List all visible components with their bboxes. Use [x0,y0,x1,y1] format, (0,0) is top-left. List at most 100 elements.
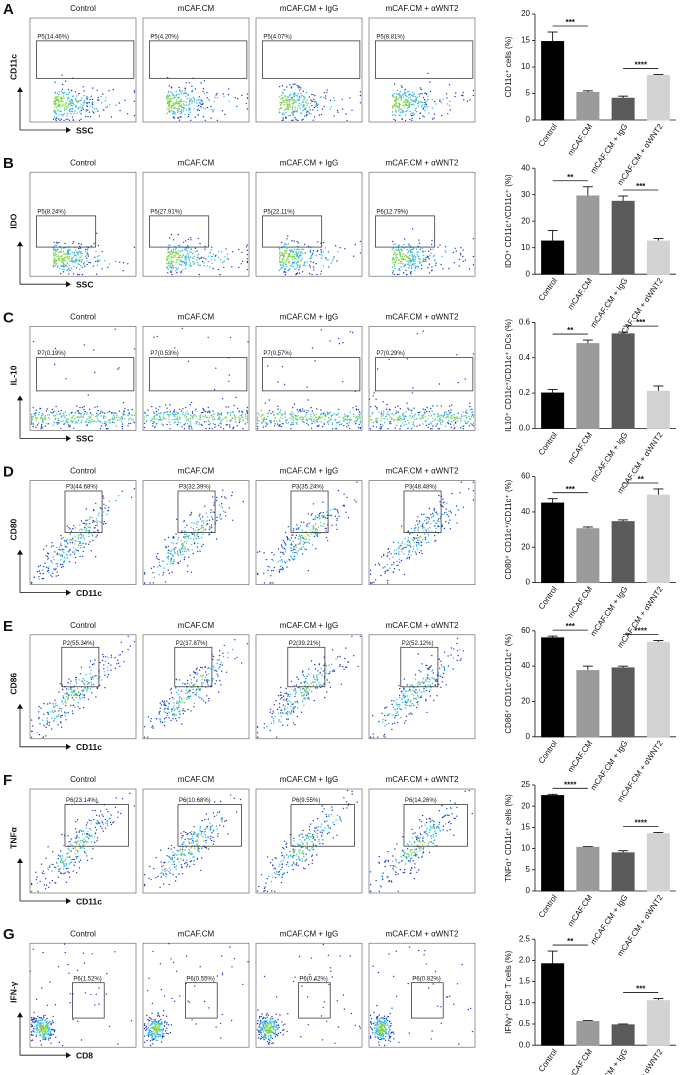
flow-dot [441,115,442,116]
flow-dot [294,256,295,257]
flow-dot [168,558,169,559]
flow-dot [299,273,300,274]
flow-dot [186,550,187,551]
flow-dot [298,251,299,252]
gate-label: P7(0.29%) [376,351,404,357]
flow-dot [381,414,382,415]
flow-dot [107,412,108,413]
flow-dot [412,539,413,540]
flow-dot [359,424,360,425]
flow-dot [49,702,50,703]
flow-dot [74,252,75,253]
flow-dot [213,505,214,506]
flow-dot [91,96,92,97]
flow-dot [448,268,449,269]
flow-dot [395,101,396,102]
flow-dot [150,420,151,421]
flow-dot [69,539,70,540]
flow-dot [401,543,402,544]
flow-dot [210,106,211,107]
flow-dot [279,254,280,255]
flow-dot [174,118,175,119]
flow-dot [421,545,422,546]
flow-dot [154,418,155,419]
flow-dot [317,250,318,251]
flow-dot [206,674,207,675]
flow-dot [370,419,371,420]
flow-dot [419,96,420,97]
flow-dot [83,263,84,264]
flow-dot [293,266,294,267]
flow-dot [305,536,306,537]
flow-dot [420,537,421,538]
flow-dot [299,255,300,256]
flow-dot [77,688,78,689]
flow-dot [85,256,86,257]
flow-dot [420,526,421,527]
flow-dot [75,695,76,696]
flow-dot [423,523,424,524]
flow-dot [199,422,200,423]
flow-dot [430,428,431,429]
flow-dot [127,415,128,416]
flow-dot [56,103,57,104]
flow-dot [53,706,54,707]
flow-dot [213,253,214,254]
flow-dot [299,253,300,254]
flow-dot [43,414,44,415]
flow-dot [176,720,177,721]
flow-dot [449,520,450,521]
flow-dot [269,566,270,567]
flow-dot [76,697,77,698]
flow-dot [169,95,170,96]
flow-dot [201,424,202,425]
flow-dot [302,535,303,536]
flow-dot [147,409,148,410]
flow-dot [59,546,60,547]
flow-dot [320,518,321,519]
flow-dot [435,525,436,526]
flow-dot [412,416,413,417]
flow-dot [82,274,83,275]
flow-dot [324,419,325,420]
flow-dot [419,93,420,94]
flow-dot [70,681,71,682]
flow-dot [57,724,58,725]
flow-dot [92,421,93,422]
flow-dot [345,419,346,420]
flow-dot [446,97,447,98]
flow-dot [68,712,69,713]
flow-dot [283,93,284,94]
flow-dot [87,520,88,521]
flow-dot [330,419,331,420]
flow-dot [196,538,197,539]
flow-dot [391,417,392,418]
flow-dot [79,417,80,418]
flow-dot [416,266,417,267]
flow-dot [224,645,225,646]
bar [612,334,634,429]
flow-dot [181,112,182,113]
flow-dot [72,116,73,117]
flow-dot [198,529,199,530]
flow-dot [401,95,402,96]
flow-dot [53,720,54,721]
flow-dot [106,421,107,422]
flow-dot [66,253,67,254]
flow-dot [382,425,383,426]
flow-dot [205,411,206,412]
flow-dot [307,542,308,543]
flow-dot [91,684,92,685]
flow-dot [205,513,206,514]
flow-dot [439,419,440,420]
flow-dot [188,257,189,258]
flow-dot [67,555,68,556]
flow-dot [93,678,94,679]
flow-dot [435,540,436,541]
flow-dot [99,421,100,422]
flow-dot [429,527,430,528]
flow-dot [444,412,445,413]
flow-dot [267,365,268,366]
flow-dot [422,539,423,540]
flow-dot [193,414,194,415]
